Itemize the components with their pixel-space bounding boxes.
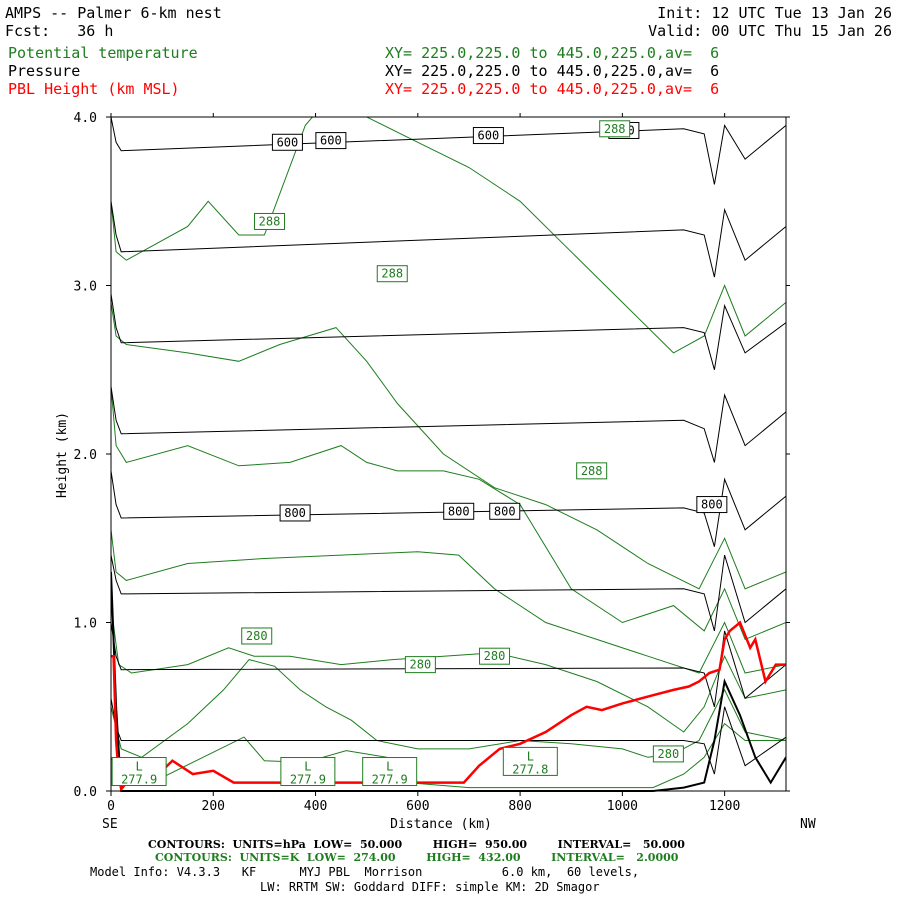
theta-label-2: 288	[576, 462, 608, 480]
svg-text:288: 288	[259, 214, 281, 228]
x-left-label: SE	[102, 817, 118, 832]
pressure-contour-700	[111, 293, 786, 370]
pbl-height-line	[111, 620, 786, 792]
field-pressure-name: Pressure	[8, 62, 81, 80]
x-tick-label-1: 200	[202, 799, 225, 814]
pressure-label-5: 800	[443, 502, 475, 520]
field-pressure-xy: XY= 225.0,225.0 to 445.0,225.0,av= 6	[385, 62, 720, 80]
footer-theta-contours: CONTOURS: UNITS=K LOW= 274.00 HIGH= 432.…	[155, 851, 679, 864]
y-tick-label-1: 1.0	[74, 617, 97, 632]
valid-time: Valid: 00 UTC Thu 15 Jan 26	[648, 22, 892, 40]
theta-contour-6	[111, 722, 786, 789]
footer-physics: LW: RRTM SW: Goddard DIFF: simple KM: 2D…	[260, 880, 600, 894]
svg-text:L: L	[304, 760, 311, 774]
theta-label-7: 280	[652, 745, 684, 763]
footer-pressure-contours: CONTOURS: UNITS=hPa LOW= 50.000 HIGH= 95…	[148, 838, 685, 851]
field-theta-xy: XY= 225.0,225.0 to 445.0,225.0,av= 6	[385, 44, 720, 62]
pressure-label-6: 800	[489, 502, 521, 520]
field-pbl-xy: XY= 225.0,225.0 to 445.0,225.0,av= 6	[385, 80, 720, 98]
axes: 0 200 400 600 800 1000 1200 0.0 1.0 2.0 3.0 4.0	[74, 111, 790, 814]
pressure-contour-terrain	[111, 571, 786, 792]
svg-text:277.9: 277.9	[121, 773, 157, 787]
pressure-label-0: 600	[271, 133, 303, 151]
theta-label-0: 288	[254, 212, 286, 230]
footer-model-info: Model Info: V4.3.3 KF MYJ PBL Morrison 6…	[90, 865, 640, 879]
x-tick-label-0: 0	[107, 799, 115, 814]
theta-contour-5	[111, 659, 786, 758]
theta-label-3: 288	[599, 120, 631, 138]
svg-text:600: 600	[320, 134, 342, 148]
y-axis-title: Height (km)	[55, 412, 70, 498]
svg-text:L: L	[386, 760, 393, 774]
forecast-hour: Fcst: 36 h	[5, 22, 114, 40]
svg-text:277.9: 277.9	[372, 773, 408, 787]
app-title: AMPS -- Palmer 6-km nest	[5, 4, 222, 22]
svg-text:280: 280	[246, 629, 268, 643]
theta-label-5: 280	[404, 656, 436, 674]
x-right-label: NW	[800, 817, 816, 832]
svg-text:277.8: 277.8	[512, 762, 548, 776]
field-pbl-name: PBL Height (km MSL)	[8, 80, 180, 98]
init-time: Init: 12 UTC Tue 13 Jan 26	[657, 4, 892, 22]
y-tick-label-0: 0.0	[74, 785, 97, 800]
theta-label-1: 288	[376, 265, 408, 283]
pressure-contour-850	[111, 554, 786, 632]
pressure-label-1: 600	[315, 132, 347, 150]
svg-text:L: L	[527, 749, 534, 763]
x-tick-label-3: 600	[406, 799, 429, 814]
svg-text:277.9: 277.9	[290, 773, 326, 787]
pressure-label-7: 800	[696, 496, 728, 514]
pressure-contour-950	[111, 698, 786, 775]
pressure-contour-900	[111, 622, 786, 707]
svg-text:800: 800	[701, 498, 723, 512]
svg-text:L: L	[136, 760, 143, 774]
x-tick-label-5: 1000	[607, 799, 638, 814]
pressure-contours	[111, 117, 786, 792]
theta-contour-0	[111, 117, 786, 354]
x-tick-label-4: 800	[508, 799, 531, 814]
theta-label-6: 280	[479, 647, 511, 665]
x-tick-label-2: 400	[304, 799, 327, 814]
theta-contour-3	[111, 529, 786, 674]
theta-contour-1	[111, 302, 786, 590]
pressure-contour-650	[111, 201, 786, 278]
svg-text:600: 600	[478, 129, 500, 143]
svg-text:280: 280	[484, 649, 506, 663]
pressure-label-4: 800	[279, 504, 311, 522]
pbl-height-line	[111, 620, 786, 792]
field-theta-name: Potential temperature	[8, 44, 198, 62]
pressure-label-2: 600	[472, 127, 504, 145]
x-tick-label-6: 1200	[709, 799, 740, 814]
contour-labels: 6006006006008008008008002882882882882802…	[111, 120, 728, 787]
y-tick-label-4: 4.0	[74, 111, 97, 126]
svg-text:280: 280	[410, 658, 432, 672]
pressure-contour-600	[111, 117, 786, 185]
theta-contour-2	[111, 386, 786, 641]
theta-contours	[111, 117, 786, 789]
theta-contour-4	[111, 605, 786, 733]
svg-text:800: 800	[448, 504, 470, 518]
y-tick-label-2: 2.0	[74, 448, 97, 463]
svg-text:288: 288	[581, 464, 603, 478]
x-axis-title: Distance (km)	[390, 817, 492, 832]
plot-frame	[110, 116, 787, 792]
svg-text:288: 288	[381, 267, 403, 281]
svg-text:800: 800	[494, 504, 516, 518]
theta-label-4: 280	[241, 627, 273, 645]
svg-text:600: 600	[277, 135, 299, 149]
svg-text:280: 280	[658, 747, 680, 761]
pressure-contour-750	[111, 386, 786, 463]
y-tick-label-3: 3.0	[74, 280, 97, 295]
svg-text:288: 288	[604, 122, 626, 136]
svg-text:800: 800	[284, 506, 306, 520]
